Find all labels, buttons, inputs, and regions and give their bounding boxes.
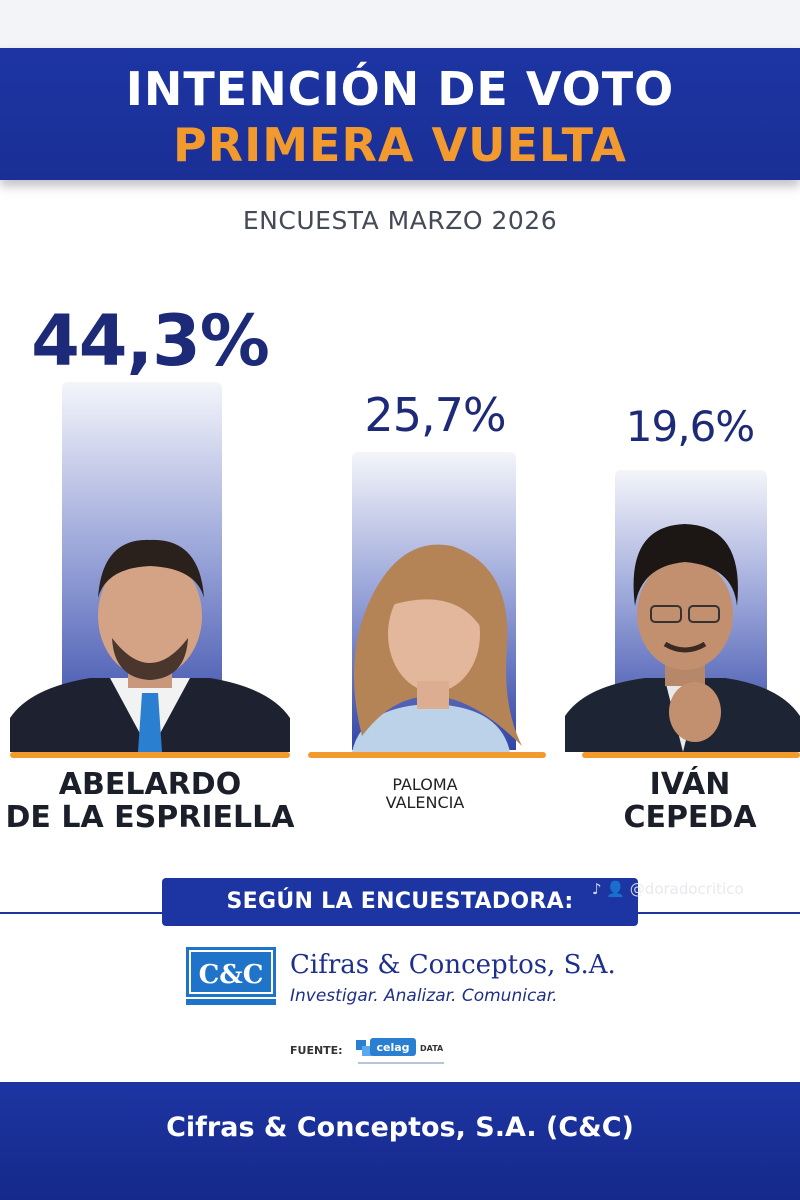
celag-logo: celag DATA: [356, 1038, 444, 1064]
name-line: DE LA ESPRIELLA: [5, 800, 295, 835]
cc-logo: C&C: [186, 947, 276, 1005]
candidate-photo-abelardo: [10, 539, 290, 752]
title-line-1: INTENCIÓN DE VOTO: [125, 62, 675, 116]
name-line: ABELARDO: [58, 767, 242, 802]
candidate-name-abelardo: ABELARDO DE LA ESPRIELLA: [0, 768, 300, 834]
pollster-banner: SEGÚN LA ENCUESTADORA:: [162, 878, 638, 926]
baseline-abelardo: [10, 752, 290, 758]
pollster-name: Cifras & Conceptos, S.A.: [290, 950, 616, 980]
pollster-tagline: Investigar. Analizar. Comunicar.: [290, 986, 558, 1006]
footer-text: Cifras & Conceptos, S.A. (C&C): [166, 1112, 634, 1143]
footer-band: [0, 1082, 800, 1200]
source-label: FUENTE:: [290, 1044, 343, 1057]
name-line: IVÁN: [649, 767, 731, 802]
baseline-paloma: [308, 752, 546, 758]
candidate-photo-paloma: [352, 544, 522, 752]
data-label-paloma: 25,7%: [364, 388, 506, 442]
watermark-handle: @doradocritico: [629, 880, 744, 898]
celag-logo-text: celag: [376, 1041, 409, 1054]
candidate-name-ivan: IVÁN CEPEDA: [590, 768, 790, 834]
watermark: ♪ 👤 @doradocritico: [592, 880, 744, 898]
candidate-photo-ivan: [565, 524, 800, 752]
title-line-2: PRIMERA VUELTA: [173, 118, 627, 172]
name-line: PALOMA: [392, 775, 458, 794]
header-banner: [0, 48, 800, 180]
candidate-name-paloma: PALOMA VALENCIA: [320, 776, 530, 811]
baseline-ivan: [582, 752, 800, 758]
survey-subtitle: ENCUESTA MARZO 2026: [242, 206, 558, 235]
data-label-ivan: 19,6%: [625, 402, 755, 451]
cc-logo-text: C&C: [199, 960, 264, 990]
top-band: [0, 0, 800, 48]
name-line: VALENCIA: [385, 792, 465, 812]
name-line: CEPEDA: [623, 800, 757, 835]
data-label-abelardo: 44,3%: [31, 300, 270, 382]
celag-logo-sub: DATA: [420, 1044, 444, 1053]
